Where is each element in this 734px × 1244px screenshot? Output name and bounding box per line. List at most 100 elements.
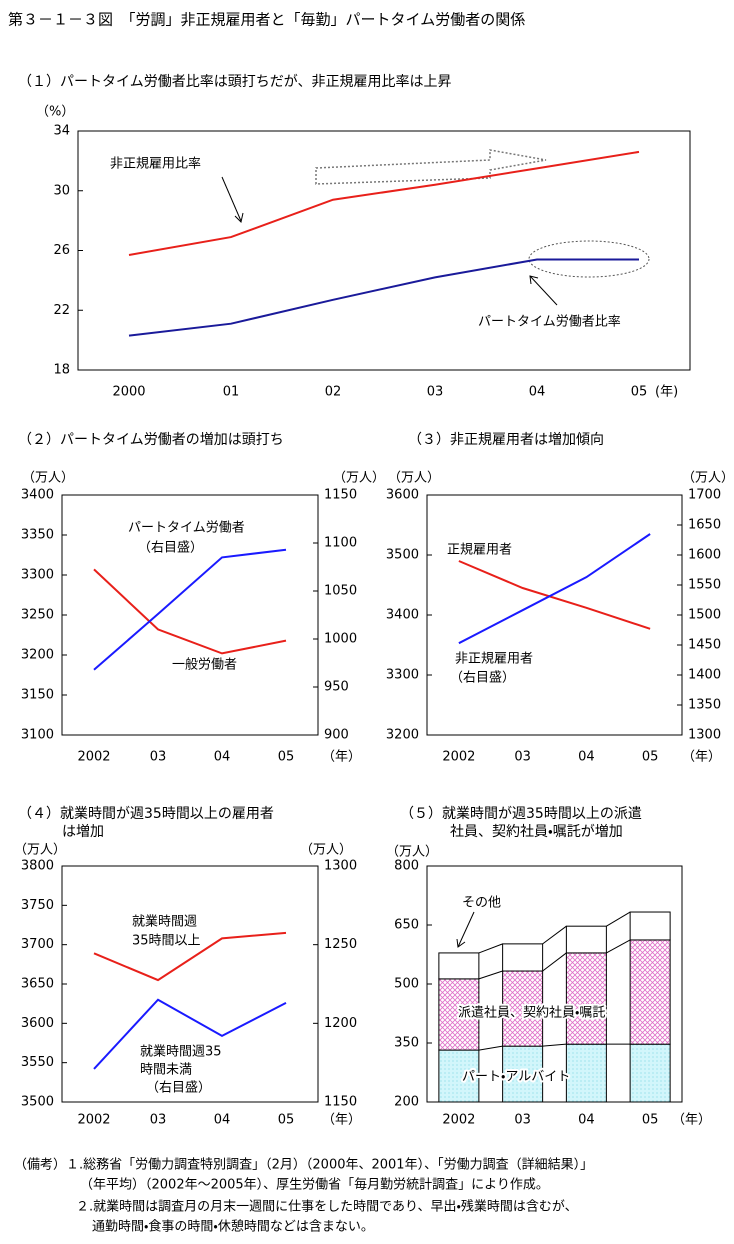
bar-segment bbox=[565, 925, 607, 954]
bar-segment bbox=[565, 1043, 607, 1103]
series-line bbox=[93, 568, 287, 655]
pointer bbox=[221, 176, 242, 222]
note: 通勤時間・食事の時間・休憩時間などは含まない。 bbox=[92, 1219, 374, 1235]
pointer bbox=[529, 275, 558, 306]
x-tick-label: 04 bbox=[214, 1113, 231, 1128]
y-tick-label: 3500 bbox=[21, 1095, 54, 1110]
note: （年平均）（2002年～2005年）、厚生労働省「毎月勤労統計調査」により作成。 bbox=[80, 1177, 549, 1193]
x-tick-label: 2000 bbox=[112, 385, 145, 400]
connector bbox=[478, 970, 503, 980]
y-tick-label: 350 bbox=[394, 1036, 419, 1051]
bar-segment bbox=[438, 952, 480, 980]
chart-title: （３）非正規雇用者は増加傾向 bbox=[408, 432, 604, 448]
x-tick-label: 2002 bbox=[442, 750, 475, 765]
series-line bbox=[93, 931, 287, 982]
bar-segment bbox=[629, 939, 671, 1045]
series-label: 正規雇用者 bbox=[447, 543, 512, 558]
y2-tick-label: 1000 bbox=[324, 632, 357, 647]
bar-segment bbox=[565, 952, 607, 1045]
bar-segment bbox=[438, 978, 480, 1051]
connector bbox=[606, 939, 631, 954]
y-unit: （万人） bbox=[386, 845, 438, 860]
y-unit: （%） bbox=[36, 105, 74, 120]
bar-segment bbox=[629, 1043, 671, 1103]
x-tick-label: 2002 bbox=[442, 1113, 475, 1128]
series-label: 就業時間週 bbox=[132, 914, 197, 930]
bar-segment bbox=[438, 1049, 480, 1103]
x-tick-label: 01 bbox=[223, 385, 240, 400]
bar-segment bbox=[502, 943, 544, 972]
y2-tick-label: 950 bbox=[324, 680, 349, 695]
note: ２.就業時間は調査月の月末一週間に仕事をした時間であり、早出・残業時間は含むが、 bbox=[76, 1199, 578, 1215]
note: （備考）１.総務省「労働力調査特別調査」（2月）（2000年、2001年）、「労… bbox=[14, 1157, 593, 1173]
series-label: パートタイム労働者 bbox=[128, 521, 245, 536]
x-tick-label: 03 bbox=[514, 1113, 531, 1128]
chart-title: （４）就業時間が週35時間以上の雇用者 bbox=[18, 806, 274, 822]
series-label: 一般労働者 bbox=[172, 658, 237, 673]
y-tick-label: 3600 bbox=[386, 488, 419, 503]
x-unit: （年） bbox=[322, 750, 361, 765]
figure-title: 第３－１－３図 「労調」非正規雇用者と「毎勤」パートタイム労働者の関係 bbox=[8, 11, 525, 29]
connector bbox=[478, 943, 503, 954]
y-tick-label: 3650 bbox=[21, 977, 54, 992]
series-line bbox=[128, 150, 640, 256]
series-label: 就業時間週35 bbox=[140, 1044, 222, 1060]
chart-title: 社員、契約社員・嘱託が増加 bbox=[450, 824, 623, 840]
x-unit: （年） bbox=[682, 750, 721, 765]
x-tick-label: 05 bbox=[631, 385, 648, 400]
connector bbox=[606, 911, 631, 927]
y-tick-label: 3800 bbox=[21, 859, 54, 874]
y-tick-label: 3550 bbox=[21, 1055, 54, 1070]
x-tick-label: 2002 bbox=[77, 750, 110, 765]
plot-area bbox=[426, 494, 683, 736]
connector bbox=[542, 925, 567, 945]
y-tick-label: 500 bbox=[394, 977, 419, 992]
notes: （備考）１.総務省「労働力調査特別調査」（2月）（2000年、2001年）、「労… bbox=[14, 1157, 593, 1235]
highlight-ellipse bbox=[528, 240, 650, 278]
y2-tick-label: 1150 bbox=[324, 1095, 357, 1110]
y-tick-label: 3300 bbox=[386, 668, 419, 683]
x-tick-label: 02 bbox=[325, 385, 342, 400]
x-unit: （年） bbox=[322, 1113, 361, 1128]
y2-tick-label: 1500 bbox=[688, 608, 721, 623]
y2-tick-label: 1100 bbox=[324, 536, 357, 551]
annotation: （右目盛） bbox=[138, 541, 203, 556]
pointer-head bbox=[456, 938, 466, 948]
series-line bbox=[128, 258, 639, 337]
y2-tick-label: 1200 bbox=[324, 1016, 357, 1031]
y-tick-label: 26 bbox=[53, 243, 70, 258]
y-tick-label: 3700 bbox=[21, 937, 54, 952]
connector bbox=[542, 952, 567, 972]
chart-title: （５）就業時間が週35時間以上の派遣 bbox=[400, 806, 642, 822]
y2-tick-label: 1050 bbox=[324, 584, 357, 599]
series-line bbox=[458, 560, 651, 630]
y-unit: （万人） bbox=[22, 471, 74, 486]
y-tick-label: 22 bbox=[53, 303, 70, 318]
x-unit: （年） bbox=[672, 1113, 711, 1128]
pointer-head bbox=[234, 212, 244, 223]
x-tick-label: 05 bbox=[642, 1113, 659, 1128]
y-tick-label: 3250 bbox=[21, 608, 54, 623]
y2-tick-label: 1450 bbox=[688, 638, 721, 653]
series-line bbox=[93, 998, 287, 1070]
y-tick-label: 650 bbox=[394, 918, 419, 933]
x-tick-label: 2002 bbox=[77, 1113, 110, 1128]
series-label: 35時間以上 bbox=[132, 934, 201, 949]
y-tick-label: 3150 bbox=[21, 688, 54, 703]
x-tick-label: 05 bbox=[642, 750, 659, 765]
y2-tick-label: 900 bbox=[324, 728, 349, 743]
y-tick-label: 30 bbox=[53, 183, 70, 198]
x-tick-label: 04 bbox=[578, 1113, 595, 1128]
series-line bbox=[93, 548, 287, 671]
y2-tick-label: 1300 bbox=[324, 859, 357, 874]
y-tick-label: 3200 bbox=[386, 728, 419, 743]
series-label: （右目盛） bbox=[146, 1081, 211, 1096]
chart-title: （１）パートタイム労働者比率は頭打ちだが、非正規雇用比率は上昇 bbox=[18, 73, 451, 90]
y2-tick-label: 1600 bbox=[688, 548, 721, 563]
y-tick-label: 3350 bbox=[21, 528, 54, 543]
y-tick-label: 3500 bbox=[386, 548, 419, 563]
series-label: その他 bbox=[462, 896, 501, 911]
annotation: （右目盛） bbox=[450, 671, 515, 686]
x-tick-label: 03 bbox=[150, 1113, 167, 1128]
